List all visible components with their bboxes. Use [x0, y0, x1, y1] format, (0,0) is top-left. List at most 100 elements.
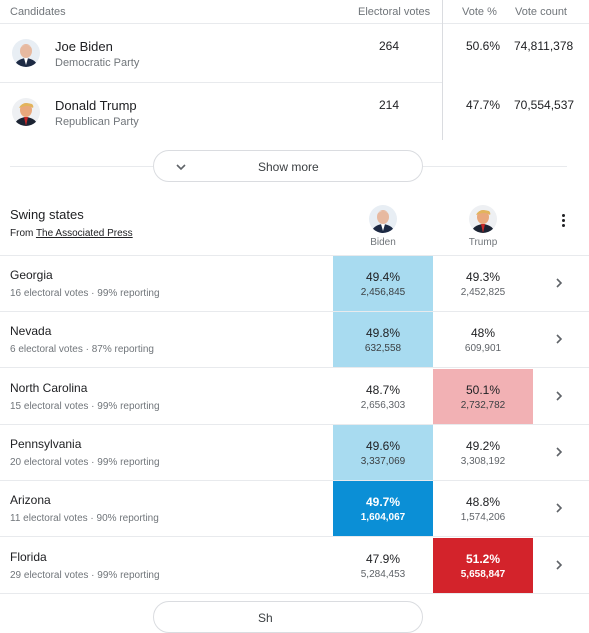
col-header-candidates: Candidates [10, 6, 66, 18]
swing-state-row[interactable]: Florida 29 electoral votes · 99% reportin… [0, 537, 589, 594]
state-details: 16 electoral votes · 99% reporting [10, 288, 160, 299]
candidate-name: Joe Biden [55, 39, 113, 54]
biden-vote-pct: 47.9% [365, 551, 401, 566]
trump-vote-pct: 48.8% [465, 495, 501, 510]
state-reporting: 99% reporting [97, 400, 160, 412]
trump-result-cell: 49.3% 2,452,825 [433, 256, 533, 312]
col-header-electoral-votes: Electoral votes [358, 6, 431, 18]
separator-dot: · [88, 569, 98, 581]
candidate-name: Donald Trump [55, 98, 137, 113]
trump-vote-count: 609,901 [464, 343, 502, 355]
chevron-right-icon[interactable] [552, 332, 566, 351]
swing-state-row[interactable]: Arizona 11 electoral votes · 90% reportin… [0, 481, 589, 538]
chevron-right-icon[interactable] [552, 558, 566, 577]
show-more-button[interactable]: Show more [153, 150, 423, 182]
state-reporting: 99% reporting [97, 569, 160, 581]
candidate-vote-count: 74,811,378 [514, 39, 574, 53]
trump-vote-pct: 49.2% [465, 438, 501, 453]
biden-result-cell: 49.8% 632,558 [333, 312, 433, 369]
state-reporting: 99% reporting [97, 456, 160, 468]
state-details: 11 electoral votes · 90% reporting [10, 513, 159, 524]
chevron-right-icon[interactable] [552, 501, 566, 520]
show-more-line-left [10, 166, 153, 167]
column-biden-label: Biden [370, 237, 396, 248]
biden-vote-count: 1,604,067 [360, 512, 406, 524]
trump-result-cell: 49.2% 3,308,192 [433, 425, 533, 481]
state-electoral-votes: 15 electoral votes [10, 400, 89, 412]
show-more-states-label: Sh [258, 611, 273, 625]
state-name: Florida [10, 549, 47, 564]
show-more-line-right [423, 166, 567, 167]
trump-vote-pct: 50.1% [465, 382, 501, 397]
state-reporting: 99% reporting [97, 288, 160, 299]
trump-vote-count: 2,732,782 [460, 399, 506, 411]
state-electoral-votes: 20 electoral votes [10, 456, 89, 468]
biden-vote-count: 632,558 [364, 343, 402, 355]
source-link[interactable]: The Associated Press [35, 228, 133, 239]
biden-vote-count: 2,656,303 [360, 399, 406, 411]
state-reporting: 90% reporting [96, 513, 159, 525]
state-details: 29 electoral votes · 99% reporting [10, 570, 160, 581]
biden-vote-pct: 49.6% [365, 438, 401, 453]
avatar [12, 98, 40, 126]
state-electoral-votes: 16 electoral votes [10, 288, 89, 299]
swing-state-row[interactable]: Nevada 6 electoral votes · 87% reporting 4… [0, 312, 589, 369]
row-divider [0, 367, 589, 369]
row-divider [0, 536, 589, 538]
swing-states-source: From The Associated Press [10, 228, 133, 239]
trump-result-cell: 51.2% 5,658,847 [433, 537, 533, 594]
state-name: Arizona [10, 493, 51, 508]
swing-state-row[interactable]: Georgia 16 electoral votes · 99% reportin… [0, 256, 589, 312]
row-divider [0, 479, 589, 481]
row-divider [0, 592, 589, 594]
biden-photo-icon [369, 205, 397, 233]
biden-result-cell: 49.7% 1,604,067 [333, 481, 433, 538]
trump-vote-count: 1,574,206 [460, 512, 506, 524]
chevron-right-icon[interactable] [552, 445, 566, 464]
state-electoral-votes: 29 electoral votes [10, 569, 89, 581]
trump-vote-count: 3,308,192 [460, 455, 506, 467]
column-divider [442, 0, 443, 140]
candidate-divider [0, 82, 442, 83]
row-divider [0, 311, 589, 312]
biden-result-cell: 47.9% 5,284,453 [333, 538, 433, 594]
col-header-vote-pct: Vote % [462, 6, 497, 18]
state-details: 6 electoral votes · 87% reporting [10, 344, 154, 355]
header-divider [0, 23, 589, 24]
show-more-states-button[interactable]: Sh [153, 601, 423, 633]
separator-dot: · [88, 288, 98, 299]
candidate-vote-pct: 47.7% [466, 98, 501, 112]
trump-result-cell: 48% 609,901 [433, 312, 533, 368]
swing-state-row[interactable]: North Carolina 15 electoral votes · 99% r… [0, 368, 589, 425]
separator-dot: · [82, 344, 92, 356]
candidate-electoral-votes: 214 [379, 98, 400, 112]
biden-vote-pct: 48.7% [365, 382, 401, 397]
biden-vote-count: 5,284,453 [360, 568, 406, 580]
biden-result-cell: 48.7% 2,656,303 [333, 369, 433, 425]
trump-result-cell: 50.1% 2,732,782 [433, 368, 533, 425]
state-details: 15 electoral votes · 99% reporting [10, 401, 160, 412]
candidate-party: Democratic Party [55, 57, 140, 69]
trump-vote-pct: 51.2% [465, 551, 501, 566]
chevron-right-icon[interactable] [552, 389, 566, 408]
chevron-right-icon[interactable] [552, 276, 566, 295]
swing-header-divider [0, 255, 589, 256]
state-electoral-votes: 6 electoral votes [10, 344, 83, 356]
row-divider [0, 423, 589, 425]
biden-vote-pct: 49.7% [365, 495, 401, 510]
state-details: 20 electoral votes · 99% reporting [10, 457, 160, 468]
biden-result-cell: 49.6% 3,337,069 [333, 424, 433, 481]
candidate-vote-count: 70,554,537 [514, 98, 575, 112]
source-prefix: From [10, 228, 34, 239]
more-options-icon[interactable] [558, 213, 568, 231]
swing-state-row[interactable]: Pennsylvania 20 electoral votes · 99% rep… [0, 424, 589, 481]
state-name: Pennsylvania [10, 436, 82, 451]
biden-vote-count: 3,337,069 [360, 455, 406, 467]
separator-dot: · [87, 513, 97, 525]
separator-dot: · [88, 400, 98, 412]
biden-vote-pct: 49.4% [365, 270, 401, 284]
avatar [12, 39, 40, 67]
show-more-label: Show more [258, 160, 319, 174]
state-name: Georgia [10, 268, 53, 282]
biden-photo-icon [12, 39, 40, 67]
